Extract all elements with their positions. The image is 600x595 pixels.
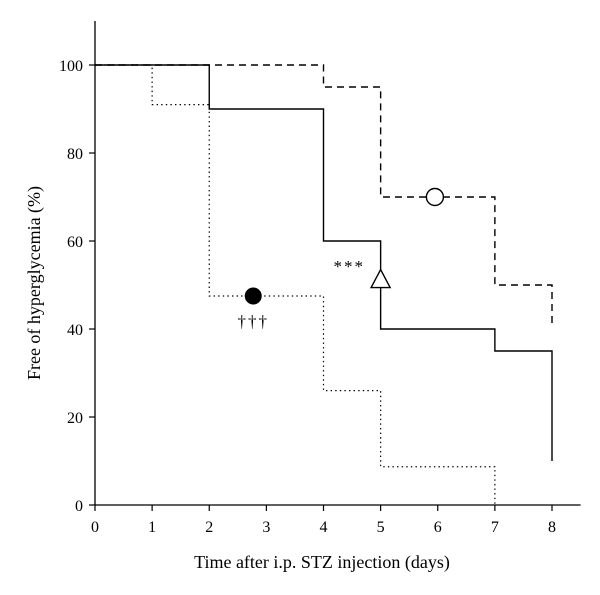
x-tick-label: 3 [262, 519, 270, 536]
y-tick-label: 20 [67, 410, 83, 427]
series-solid-line [95, 64, 553, 461]
significance-annotation: ††† [237, 312, 269, 331]
x-axis-label: Time after i.p. STZ injection (days) [194, 552, 450, 573]
x-tick-label: 8 [548, 519, 556, 536]
x-tick-label: 7 [491, 519, 499, 536]
x-tick-label: 1 [148, 519, 156, 536]
x-tick-label: 0 [91, 519, 99, 536]
y-axis-label: Free of hyperglycemia (%) [24, 186, 45, 380]
series-dotted-line [95, 64, 496, 505]
significance-annotation: *** [333, 257, 365, 276]
y-tick-label: 100 [59, 58, 83, 75]
marker-layer: *** ††† [237, 187, 445, 331]
x-tick-label: 5 [377, 519, 385, 536]
y-tick-label: 60 [67, 234, 83, 251]
filled-circle-marker [244, 287, 262, 305]
y-tick-label: 40 [67, 322, 83, 339]
y-tick-label: 0 [75, 498, 83, 515]
x-tick-label: 6 [434, 519, 442, 536]
y-tick-label: 80 [67, 146, 83, 163]
open-triangle-marker [369, 268, 392, 289]
series-layer [95, 64, 553, 505]
x-tick-label: 2 [205, 519, 213, 536]
x-tick-label: 4 [320, 519, 328, 536]
open-circle-marker [425, 187, 445, 207]
